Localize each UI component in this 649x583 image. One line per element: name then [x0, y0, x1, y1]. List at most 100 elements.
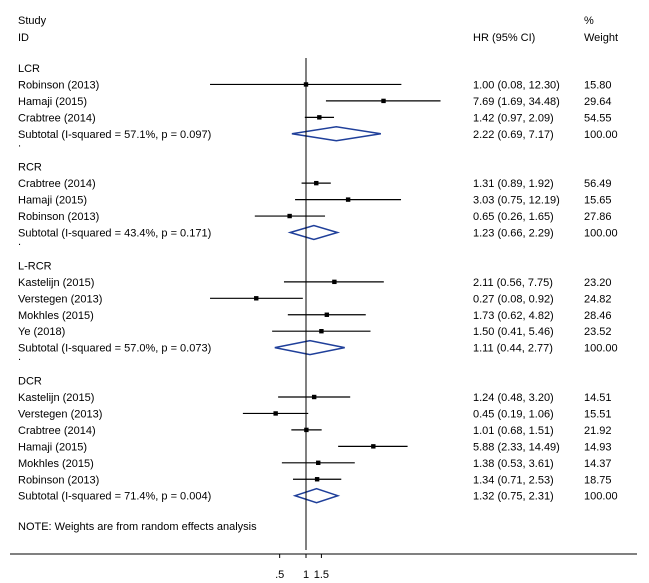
study-label: Robinson (2013): [18, 474, 99, 486]
weight-text: 18.75: [584, 474, 612, 486]
subtotal-diamond: [274, 339, 345, 356]
x-tick-label: .5: [275, 569, 284, 581]
weight-text: 15.80: [584, 79, 612, 91]
forest-rows: LCR Robinson (2013) 1.00 (0.08, 12.30) 15.8…: [18, 63, 618, 504]
hr-ci-text: 2.22 (0.69, 7.17): [473, 129, 554, 141]
hr-ci-text: 7.69 (1.69, 34.48): [473, 96, 560, 108]
x-tick-label: 1: [303, 569, 309, 581]
subtotal-row: Subtotal (I-squared = 43.4%, p = 0.171) 1…: [18, 224, 618, 241]
point-estimate: [287, 213, 292, 219]
hr-ci-text: 1.32 (0.75, 2.31): [473, 491, 554, 503]
header-study: Study: [18, 15, 47, 27]
weight-text: 24.82: [584, 293, 612, 305]
study-row: Crabtree (2014) 1.42 (0.97, 2.09) 54.55: [18, 112, 612, 124]
weight-text: 100.00: [584, 343, 618, 355]
x-axis: .5 1 1.5: [10, 58, 637, 581]
weight-text: 23.20: [584, 277, 612, 289]
group-label: L-RCR: [18, 260, 52, 272]
header-id: ID: [18, 32, 29, 44]
study-row: Verstegen (2013) 0.45 (0.19, 1.06) 15.51: [18, 408, 612, 420]
hr-ci-text: 1.42 (0.97, 2.09): [473, 112, 554, 124]
study-row: Hamaji (2015) 7.69 (1.69, 34.48) 29.64: [18, 96, 612, 108]
hr-ci-text: 1.38 (0.53, 3.61): [473, 458, 554, 470]
subtotal-diamond: [291, 126, 381, 142]
header-hr: HR (95% CI): [473, 32, 535, 44]
subtotal-row: Subtotal (I-squared = 57.0%, p = 0.073) 1…: [18, 339, 618, 356]
study-row: Mokhles (2015) 1.38 (0.53, 3.61) 14.37: [18, 458, 612, 470]
weight-text: 29.64: [584, 96, 612, 108]
subtotal-diamond: [292, 487, 341, 504]
study-label: Verstegen (2013): [18, 293, 102, 305]
weight-text: 23.52: [584, 326, 612, 338]
hr-ci-text: 1.31 (0.89, 1.92): [473, 178, 554, 190]
weight-text: 21.92: [584, 425, 612, 437]
weight-text: 14.93: [584, 441, 612, 453]
hr-ci-text: 3.03 (0.75, 12.19): [473, 195, 560, 207]
study-row: Kastelijn (2015) 1.24 (0.48, 3.20) 14.51: [18, 392, 612, 404]
hr-ci-text: 1.01 (0.68, 1.51): [473, 425, 554, 437]
point-estimate: [316, 460, 321, 465]
point-estimate: [254, 296, 259, 301]
study-row: Robinson (2013) 1.34 (0.71, 2.53) 18.75: [18, 474, 612, 486]
hr-ci-text: 1.23 (0.66, 2.29): [473, 228, 554, 240]
header-percent: %: [584, 15, 594, 27]
study-label: Hamaji (2015): [18, 195, 87, 207]
hr-ci-text: 0.27 (0.08, 0.92): [473, 293, 554, 305]
point-estimate: [317, 115, 322, 120]
study-label: Mokhles (2015): [18, 458, 94, 470]
weight-text: 100.00: [584, 129, 618, 141]
study-label: Robinson (2013): [18, 79, 99, 91]
study-label: Kastelijn (2015): [18, 277, 94, 289]
weight-text: 15.51: [584, 408, 612, 420]
point-estimate: [273, 411, 278, 416]
point-estimate: [314, 477, 320, 482]
point-estimate: [314, 180, 319, 186]
study-row: Mokhles (2015) 1.73 (0.62, 4.82) 28.46: [18, 310, 612, 322]
study-label: Hamaji (2015): [18, 96, 87, 108]
study-label: Ye (2018): [18, 326, 65, 338]
hr-ci-text: 0.65 (0.26, 1.65): [473, 211, 554, 223]
study-row: Verstegen (2013) 0.27 (0.08, 0.92) 24.82: [18, 293, 612, 305]
group-separator-dot: .: [18, 351, 21, 363]
group-separator-dot: .: [18, 236, 21, 248]
hr-ci-text: 1.34 (0.71, 2.53): [473, 474, 554, 486]
study-label: Crabtree (2014): [18, 112, 96, 124]
x-tick-label: 1.5: [314, 569, 329, 581]
point-estimate: [345, 197, 351, 202]
hr-ci-text: 0.45 (0.19, 1.06): [473, 408, 554, 420]
hr-ci-text: 5.88 (2.33, 14.49): [473, 441, 560, 453]
subtotal-label: Subtotal (I-squared = 43.4%, p = 0.171): [18, 228, 211, 240]
weight-text: 27.86: [584, 211, 612, 223]
study-label: Crabtree (2014): [18, 178, 96, 190]
subtotal-label: Subtotal (I-squared = 57.1%, p = 0.097): [18, 129, 211, 141]
study-row: Hamaji (2015) 3.03 (0.75, 12.19) 15.65: [18, 195, 612, 207]
hr-ci-text: 1.50 (0.41, 5.46): [473, 326, 554, 338]
weight-text: 15.65: [584, 195, 612, 207]
weight-text: 54.55: [584, 112, 612, 124]
study-row: Ye (2018) 1.50 (0.41, 5.46) 23.52: [18, 326, 612, 338]
subtotal-row: Subtotal (I-squared = 71.4%, p = 0.004) 1…: [18, 487, 618, 504]
subtotal-label: Subtotal (I-squared = 71.4%, p = 0.004): [18, 491, 211, 503]
weight-text: 14.37: [584, 458, 612, 470]
group-label: RCR: [18, 162, 42, 174]
study-row: Crabtree (2014) 1.31 (0.89, 1.92) 56.49: [18, 178, 612, 190]
subtotal-row: Subtotal (I-squared = 57.1%, p = 0.097) 2…: [18, 126, 618, 142]
point-estimate: [332, 279, 337, 285]
point-estimate: [324, 312, 330, 317]
header-weight: Weight: [584, 32, 618, 44]
study-label: Hamaji (2015): [18, 441, 87, 453]
study-row: Robinson (2013) 0.65 (0.26, 1.65) 27.86: [18, 211, 612, 223]
study-label: Kastelijn (2015): [18, 392, 94, 404]
point-estimate: [311, 394, 317, 400]
group-separator-dot: .: [18, 137, 21, 149]
weight-text: 28.46: [584, 310, 612, 322]
point-estimate: [319, 329, 324, 334]
point-estimate: [381, 98, 386, 104]
point-estimate: [371, 444, 376, 449]
group-l-rcr: L-RCR Kastelijn (2015) 2.11 (0.56, 7.75) 23…: [18, 260, 618, 363]
study-row: Robinson (2013) 1.00 (0.08, 12.30) 15.80: [18, 79, 612, 91]
hr-ci-text: 1.11 (0.44, 2.77): [473, 343, 553, 355]
group-label: LCR: [18, 63, 40, 75]
hr-ci-text: 1.00 (0.08, 12.30): [473, 79, 560, 91]
